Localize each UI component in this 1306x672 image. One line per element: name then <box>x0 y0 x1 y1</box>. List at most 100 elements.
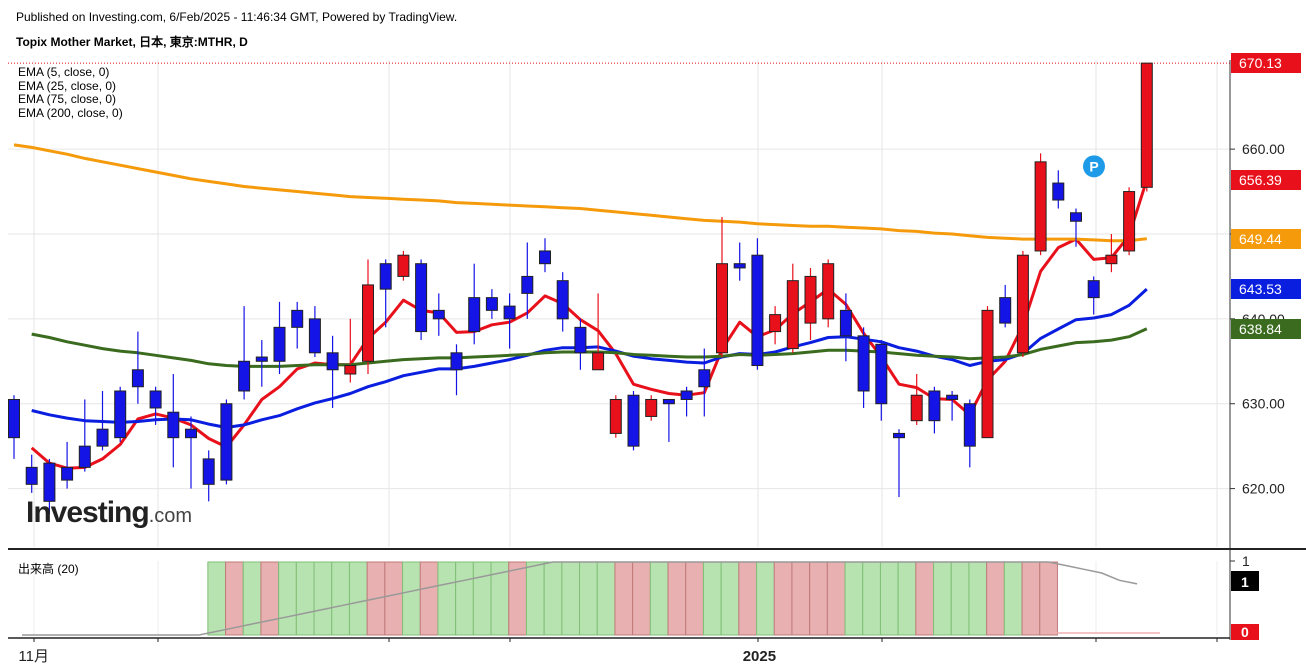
candle-body <box>716 263 728 354</box>
candle-body <box>875 343 888 405</box>
volume-axis-top: 1 <box>1242 553 1250 569</box>
candle-body <box>733 263 746 269</box>
candle-body <box>539 250 551 265</box>
candle-body <box>592 352 605 371</box>
price-tag: 670.13 <box>1231 53 1301 74</box>
candle-body <box>857 335 870 392</box>
volume-bar <box>543 561 563 636</box>
candle-body <box>662 398 675 405</box>
ema-line <box>31 287 1148 429</box>
volume-bar <box>897 561 917 636</box>
price-tag: 656.39 <box>1231 169 1301 190</box>
candle-body <box>503 305 516 320</box>
candle-body <box>1070 212 1082 222</box>
candle-body <box>1016 254 1029 354</box>
candle-body <box>1140 62 1153 188</box>
candle-body <box>167 411 180 439</box>
volume-bar <box>295 561 315 636</box>
volume-bar <box>508 561 527 636</box>
ema-lines <box>13 143 1149 470</box>
candle-body <box>326 352 339 371</box>
candle-body <box>999 297 1012 324</box>
candle-body <box>131 369 144 388</box>
candles: P <box>8 62 1153 515</box>
volume-bar <box>791 561 811 636</box>
x-axis-label: 2025 <box>743 648 776 665</box>
volume-bar <box>437 561 457 636</box>
candle-body <box>1105 254 1118 265</box>
candle-body <box>149 390 162 409</box>
candle-body <box>273 326 286 362</box>
volume-bar <box>348 561 368 636</box>
candle-body <box>928 390 941 422</box>
candle-body <box>574 326 587 354</box>
logo-suffix: .com <box>148 505 193 527</box>
candle-body <box>981 309 994 439</box>
volume-bar <box>278 561 297 636</box>
volume-zero-label: 0 <box>1241 624 1249 640</box>
volume-bar <box>472 561 492 636</box>
volume-bar <box>525 561 545 636</box>
candle-body <box>379 263 392 290</box>
candle-body <box>1052 182 1065 201</box>
candle-body <box>61 466 74 481</box>
volume-bar <box>950 561 970 636</box>
volume-bar <box>809 561 828 636</box>
volume-zero-tag <box>1231 624 1259 640</box>
candle-body <box>680 390 693 400</box>
candle-body <box>415 263 428 333</box>
candle-body <box>25 466 38 485</box>
candle-body <box>698 369 711 388</box>
volume-bar <box>419 561 439 636</box>
candle-body <box>893 432 905 439</box>
x-axis-label: 11月 <box>18 648 49 665</box>
price-tag: 643.53 <box>1231 278 1301 299</box>
y-tick-label: 660.00 <box>1242 141 1285 157</box>
volume-bar <box>561 561 581 636</box>
candle-body <box>1034 161 1047 252</box>
volume-bar <box>207 561 227 636</box>
volume-ma-line <box>22 561 1138 636</box>
candle-body <box>43 462 56 502</box>
volume-mid-tag <box>1231 571 1259 591</box>
volume-bar <box>826 561 846 636</box>
price-tag: 649.44 <box>1231 228 1301 249</box>
candle-body <box>1087 280 1100 299</box>
logo-main: Investing <box>26 496 150 529</box>
volume-bar <box>331 561 350 636</box>
candle-body <box>521 275 534 294</box>
candle-body <box>8 398 20 439</box>
candle-body <box>556 280 569 320</box>
candle-body <box>468 297 481 333</box>
legend-ema-25[interactable]: EMA (25, close, 0) <box>18 78 117 93</box>
volume-mid-label: 1 <box>1241 574 1249 590</box>
candle-body <box>238 360 251 392</box>
volume-bar <box>933 561 952 636</box>
volume-bar <box>667 561 687 636</box>
volume-bar <box>614 561 634 636</box>
volume-bar <box>632 561 651 636</box>
candle-body <box>839 309 852 337</box>
volume-bar <box>402 561 421 636</box>
candle-body <box>432 309 445 320</box>
candle-body <box>185 428 197 439</box>
candle-body <box>344 365 357 375</box>
legend-ema-75[interactable]: EMA (75, close, 0) <box>18 92 117 106</box>
volume-bar <box>702 561 722 636</box>
volume-pane-label[interactable]: 出来高 (20) <box>18 562 79 576</box>
legend-ema-200[interactable]: EMA (200, close, 0) <box>18 105 123 120</box>
volume-bar <box>879 561 899 636</box>
legend-ema-5[interactable]: EMA (5, close, 0) <box>18 65 110 79</box>
volume-bar <box>862 561 881 636</box>
volume-bar <box>1039 561 1058 636</box>
volume-bar <box>313 561 333 636</box>
volume-bar <box>1021 561 1041 636</box>
volume-pane <box>22 561 1160 636</box>
volume-bar <box>579 561 598 636</box>
volume-bar <box>773 561 793 636</box>
volume-bar <box>968 561 988 636</box>
volume-bar <box>844 561 864 636</box>
investing-logo: Investing.com <box>26 496 192 530</box>
candle-body <box>255 356 268 362</box>
